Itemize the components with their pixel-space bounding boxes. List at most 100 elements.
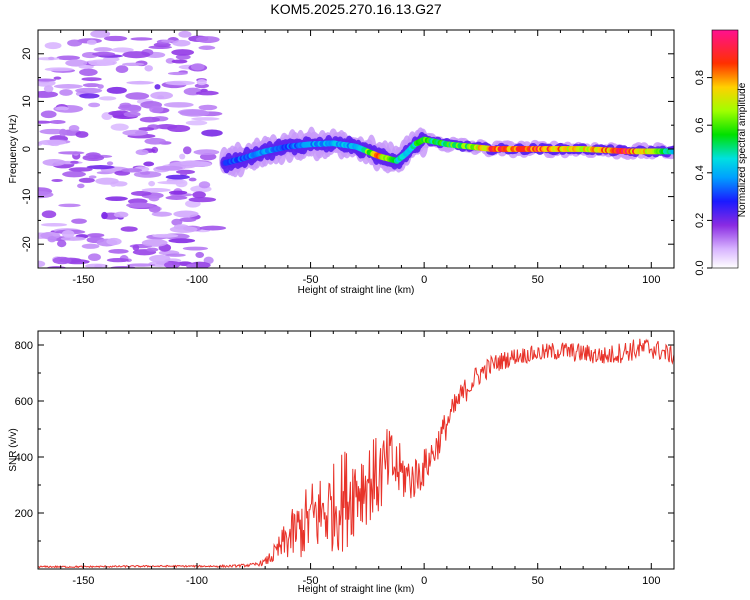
noise-blob xyxy=(47,235,57,243)
noise-blob xyxy=(167,71,188,76)
noise-blob xyxy=(165,195,188,200)
noise-blob xyxy=(188,177,197,182)
noise-blob xyxy=(82,154,105,162)
noise-blob xyxy=(38,78,57,82)
noise-blob xyxy=(144,65,153,72)
noise-blob xyxy=(71,218,87,224)
noise-blob xyxy=(144,137,166,145)
noise-blob xyxy=(88,59,117,66)
noise-blob xyxy=(44,42,62,50)
noise-blob xyxy=(198,45,216,50)
noise-blob xyxy=(164,261,181,268)
noise-blob xyxy=(84,263,109,268)
noise-blob xyxy=(38,90,59,98)
y-tick-label: -20 xyxy=(21,236,33,252)
noise-blob xyxy=(185,120,208,126)
noise-blob xyxy=(58,151,85,155)
noise-blob xyxy=(125,92,150,100)
snr-series-line xyxy=(38,338,674,569)
noise-blob xyxy=(179,109,210,117)
x-tick-label: 50 xyxy=(532,575,544,587)
noise-blob xyxy=(38,120,53,124)
noise-blob xyxy=(103,35,128,42)
noise-blob xyxy=(106,161,114,166)
noise-blob xyxy=(198,104,218,111)
noise-blob xyxy=(56,55,81,61)
colorbar-tick-label: 0.0 xyxy=(694,260,706,275)
noise-blob xyxy=(132,244,140,251)
noise-blob xyxy=(53,76,62,80)
x-tick-label: -150 xyxy=(72,274,94,286)
noise-blob xyxy=(190,63,205,71)
noise-blob xyxy=(171,59,188,64)
noise-blob xyxy=(68,167,93,172)
snr-panel: -150 -100 -50 0 50 100 200 400 600 800 Height of … xyxy=(8,330,675,595)
x-tick-label: 50 xyxy=(532,274,544,286)
noise-blob xyxy=(165,80,195,86)
noise-blob xyxy=(122,129,149,136)
noise-blob xyxy=(178,30,192,38)
noise-blob xyxy=(38,139,67,146)
noise-blob xyxy=(81,243,100,249)
noise-blob xyxy=(123,111,141,118)
noise-blob xyxy=(61,230,75,238)
noise-blob xyxy=(90,30,111,38)
noise-blob xyxy=(97,84,104,89)
noise-blob xyxy=(122,51,151,59)
noise-blob xyxy=(148,205,161,213)
noise-blob xyxy=(111,47,134,53)
noise-blob xyxy=(146,247,159,252)
noise-blob xyxy=(106,86,127,94)
noise-blob xyxy=(186,263,199,268)
noise-blob xyxy=(106,237,122,246)
noise-blob xyxy=(48,56,55,60)
noise-blob xyxy=(41,210,57,219)
noise-blob xyxy=(155,165,183,171)
y-tick-label: 0 xyxy=(21,146,33,152)
noise-blob xyxy=(175,169,196,175)
noise-blob xyxy=(108,111,124,116)
noise-blob xyxy=(148,195,160,202)
noise-blob xyxy=(86,165,115,170)
y-tick-label: 800 xyxy=(15,340,33,352)
noise-blob xyxy=(161,39,176,43)
noise-blob xyxy=(92,51,116,57)
noise-blob xyxy=(59,128,67,137)
noise-blob xyxy=(93,47,113,52)
noise-blob xyxy=(201,129,223,137)
noise-blob xyxy=(195,90,219,96)
noise-blob xyxy=(198,181,211,189)
noise-blob xyxy=(49,120,66,124)
noise-blob xyxy=(175,54,191,60)
spectrogram-ylabel: Frequency (Hz) xyxy=(8,115,19,184)
y-tick-label: 10 xyxy=(21,95,33,107)
y-tick-label: 600 xyxy=(15,396,33,408)
noise-blob xyxy=(188,197,217,203)
snr-axes: -150 -100 -50 0 50 100 200 400 600 800 xyxy=(15,331,675,587)
snr-ylabel: SNR (v/v) xyxy=(8,428,19,471)
x-tick-label: 0 xyxy=(421,575,427,587)
noise-blob xyxy=(65,59,88,67)
noise-blob xyxy=(81,77,102,82)
noise-blob xyxy=(173,210,199,218)
noise-blob xyxy=(78,64,94,69)
noise-blob xyxy=(168,238,196,244)
ridge-core xyxy=(670,148,674,155)
noise-blob xyxy=(108,248,129,254)
noise-blob xyxy=(87,253,101,262)
noise-blob xyxy=(57,240,67,248)
noise-blob xyxy=(196,79,207,86)
noise-blob xyxy=(151,211,173,217)
noise-blob xyxy=(165,253,186,257)
noise-blob xyxy=(113,211,129,218)
noise-blob xyxy=(110,123,129,131)
noise-blob xyxy=(172,39,191,47)
noise-blob xyxy=(168,190,188,195)
x-tick-label: -50 xyxy=(303,274,319,286)
noise-blob xyxy=(40,110,57,119)
noise-blob xyxy=(169,225,198,233)
noise-blob xyxy=(70,160,79,164)
